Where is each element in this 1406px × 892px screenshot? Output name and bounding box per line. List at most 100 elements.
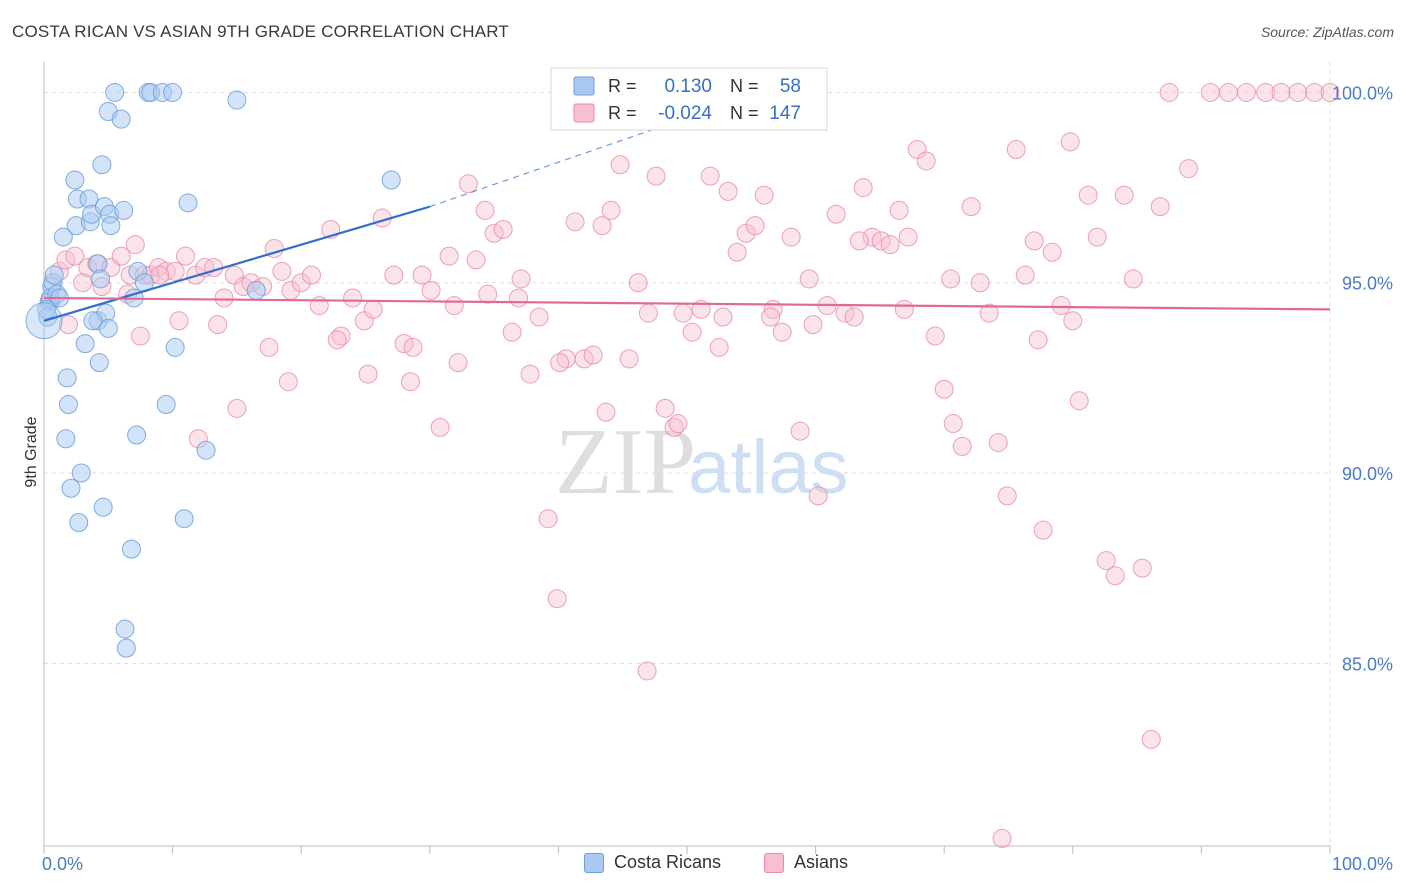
asians-point <box>754 185 774 205</box>
asians-point <box>301 265 321 285</box>
asians-point <box>466 250 486 270</box>
asians-point <box>520 364 540 384</box>
asians-point <box>1179 159 1199 179</box>
costa-ricans-point <box>71 463 91 483</box>
costa-ricans-point <box>89 353 109 373</box>
costa-ricans-point <box>91 269 111 289</box>
asians-point <box>898 227 918 247</box>
watermark-atlas: atlas <box>688 425 849 510</box>
asians-point <box>412 265 432 285</box>
costa-ricans-point <box>174 509 194 529</box>
costa-ricans-point <box>227 90 247 110</box>
legend-swatch-blue <box>573 76 595 96</box>
asians-point <box>58 315 78 335</box>
asians-point <box>204 258 224 278</box>
asians-point <box>619 349 639 369</box>
costa-ricans-point <box>92 155 112 175</box>
costa-ricans-point <box>116 638 136 658</box>
asians-point <box>565 212 585 232</box>
asians-point <box>214 288 234 308</box>
costa-ricans-point <box>75 334 95 354</box>
asians-point <box>961 197 981 217</box>
asians-point <box>502 322 522 342</box>
costa-ricans-point <box>56 429 76 449</box>
trend-lines <box>43 72 1331 322</box>
stats-legend-box <box>550 67 828 131</box>
asians-point <box>943 414 963 434</box>
asians-point <box>849 231 869 251</box>
asians-point <box>1320 82 1340 102</box>
legend-r-label-2: R = <box>608 103 637 123</box>
asians-point <box>992 828 1012 848</box>
watermark: ZIP atlas <box>555 410 849 514</box>
asians-point <box>713 307 733 327</box>
legend-item-asians: Asians <box>764 852 848 873</box>
axes <box>43 62 1331 854</box>
costa-ricans-trend-line <box>43 205 431 322</box>
asians-point <box>169 311 189 331</box>
asians-point <box>547 589 567 609</box>
asians-point <box>1159 82 1179 102</box>
asians-point <box>130 326 150 346</box>
asians-point <box>1051 296 1071 316</box>
asians-point <box>291 273 311 293</box>
asians-point <box>889 200 909 220</box>
y-tick-label: 100.0% <box>1332 83 1393 103</box>
asians-point <box>478 284 498 304</box>
asians-point <box>1105 566 1125 586</box>
asians-point <box>745 216 765 236</box>
asians-point <box>781 227 801 247</box>
asians-point <box>761 307 781 327</box>
asians-point <box>1132 558 1152 578</box>
asians-point <box>664 417 684 437</box>
series-legend: Costa Ricans Asians <box>0 852 1406 878</box>
asians-point <box>538 509 558 529</box>
asians-point <box>1218 82 1238 102</box>
asians-point <box>1200 82 1220 102</box>
asians-point <box>73 273 93 293</box>
watermark-zip: ZIP <box>555 410 696 514</box>
costa-ricans-point <box>61 478 81 498</box>
asians-point <box>799 269 819 289</box>
costa-ricans-point <box>111 109 131 129</box>
asians-point <box>509 288 529 308</box>
costa-ricans-point <box>53 227 73 247</box>
costa-ricans-point <box>165 337 185 357</box>
y-tick-label: 90.0% <box>1342 464 1393 484</box>
asians-point <box>1096 551 1116 571</box>
asians-point <box>1015 265 1035 285</box>
asians-point <box>655 398 675 418</box>
asians-points <box>40 82 1340 848</box>
asians-point <box>272 261 292 281</box>
asians-point <box>718 181 738 201</box>
asians-point <box>979 303 999 323</box>
asians-point <box>550 353 570 373</box>
asians-point <box>673 303 693 323</box>
costa-ricans-point <box>196 440 216 460</box>
x-tick-label-min: 0.0% <box>42 854 83 874</box>
asians-point <box>638 303 658 323</box>
y-tick-label: 85.0% <box>1342 654 1393 674</box>
asians-point <box>1141 729 1161 749</box>
asians-point <box>1288 82 1308 102</box>
asians-point <box>1060 132 1080 152</box>
asians-point <box>1006 140 1026 160</box>
costa-ricans-point <box>101 216 121 236</box>
asians-point <box>1063 311 1083 331</box>
asians-point <box>1150 197 1170 217</box>
asians-point <box>1069 391 1089 411</box>
asians-point <box>421 280 441 300</box>
asians-point <box>150 265 170 285</box>
asians-point <box>327 330 347 350</box>
asians-point <box>700 166 720 186</box>
costa-ricans-point <box>105 82 125 102</box>
asians-point <box>529 307 549 327</box>
tick-labels: 85.0% 90.0% 95.0% 100.0% 0.0% 100.0% <box>42 83 1393 874</box>
costa-ricans-point <box>115 619 135 639</box>
stats-legend: R = 0.130 N = 58 R = -0.024 N = 147 <box>550 67 828 131</box>
asians-point <box>988 433 1008 453</box>
chart-title: COSTA RICAN VS ASIAN 9TH GRADE CORRELATI… <box>12 22 510 41</box>
costa-ricans-point <box>381 170 401 190</box>
asians-point <box>403 337 423 357</box>
asians-point <box>844 307 864 327</box>
